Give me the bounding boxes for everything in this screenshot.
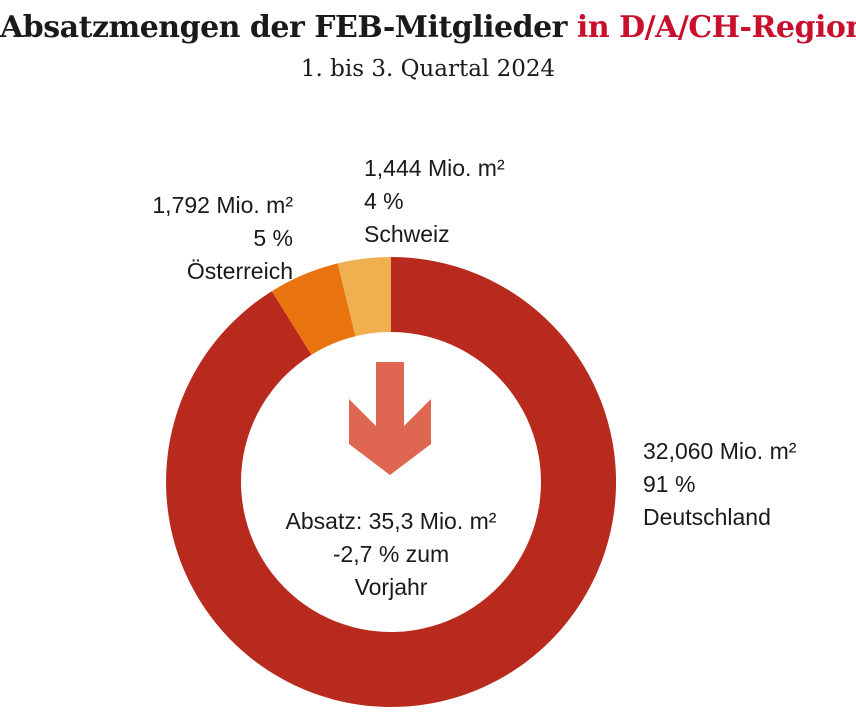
title-accent: in D/A/CH-Region [576,10,856,45]
slice-schweiz [337,257,391,337]
slice-deutschland [166,257,617,707]
chart-title: Absatzmengen der FEB-Mitglieder in D/A/C… [0,10,856,45]
deutschland-pct: 91 % [643,471,696,497]
center-annotation: Absatz: 35,3 Mio. m² -2,7 % zum Vorjahr [241,505,541,604]
arrow-down-icon [349,362,431,475]
center-reference: Vorjahr [354,574,428,600]
schweiz-pct: 4 % [364,188,404,214]
center-total: Absatz: 35,3 Mio. m² [285,508,497,534]
schweiz-name: Schweiz [364,221,450,247]
deutschland-value: 32,060 Mio. m² [643,438,797,464]
slice-oesterreich [271,263,356,355]
chart-subtitle: 1. bis 3. Quartal 2024 [300,56,556,82]
oesterreich-value: 1,792 Mio. m² [152,192,293,218]
center-change: -2,7 % zum [332,541,450,567]
label-schweiz: 1,444 Mio. m² 4 % Schweiz [364,152,505,251]
label-deutschland: 32,060 Mio. m² 91 % Deutschland [643,435,796,534]
label-oesterreich: 1,792 Mio. m² 5 % Österreich [152,189,293,288]
schweiz-value: 1,444 Mio. m² [364,155,505,181]
oesterreich-pct: 5 % [253,225,293,251]
oesterreich-name: Österreich [186,258,293,284]
title-main: Absatzmengen der FEB-Mitglieder [0,10,577,45]
deutschland-name: Deutschland [643,504,771,530]
